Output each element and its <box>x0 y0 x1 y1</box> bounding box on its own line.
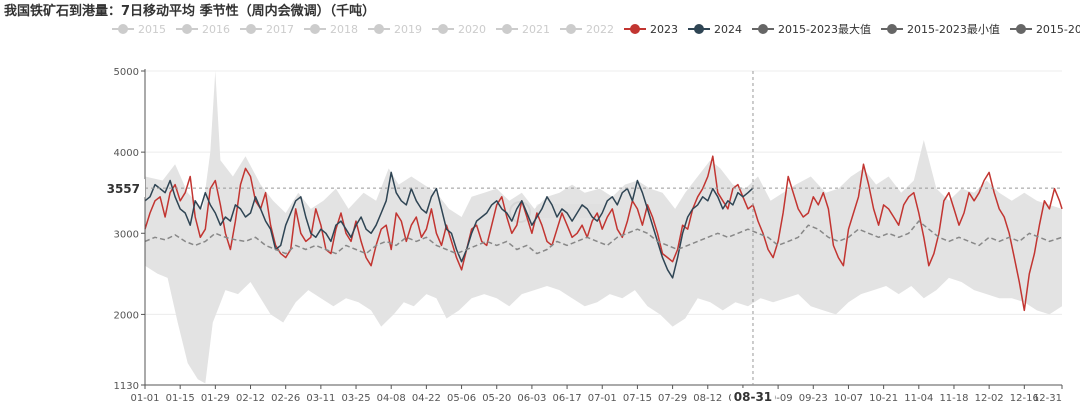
x-tick-label-09-23: 09-23 <box>799 393 828 403</box>
legend-label: 2024 <box>714 22 742 36</box>
legend-label: 2023 <box>650 22 678 36</box>
legend-label: 2021 <box>522 22 550 36</box>
legend-item-7[interactable]: 2022 <box>560 23 614 36</box>
y-tick-label-0: 1130 <box>114 381 139 392</box>
x-tick-label-02-12: 02-12 <box>236 393 265 403</box>
pointer-x-label: 08-31 <box>734 390 772 403</box>
legend-marker <box>624 24 646 34</box>
legend-marker <box>304 24 326 34</box>
x-tick-label-01-01: 01-01 <box>130 393 159 403</box>
legend-marker <box>432 24 454 34</box>
legend-marker <box>1009 24 1032 34</box>
y-tick-labels: 1130 2000 3000 4000 5000 <box>114 67 145 392</box>
legend-item-6[interactable]: 2021 <box>496 23 550 36</box>
y-tick-label-1: 2000 <box>114 310 139 321</box>
legend-item-8[interactable]: 2023 <box>624 23 678 36</box>
x-tick-label-12-02: 12-02 <box>975 393 1004 403</box>
legend-label: 2015-2023最大值 <box>778 23 871 36</box>
x-tick-label-01-15: 01-15 <box>166 393 195 403</box>
legend-label: 2015 <box>138 22 166 36</box>
legend-marker <box>752 24 774 34</box>
legend-marker <box>176 24 198 34</box>
legend-item-3[interactable]: 2018 <box>304 23 358 36</box>
legend-label: 2022 <box>586 22 614 36</box>
legend-label: 2017 <box>266 22 294 36</box>
legend-item-1[interactable]: 2016 <box>176 23 230 36</box>
x-tick-label-07-15: 07-15 <box>623 393 652 403</box>
legend-label: 2016 <box>202 22 230 36</box>
series-line-2024 <box>144 171 754 279</box>
legend-marker <box>560 24 582 34</box>
legend-label: 2015-2023均值 <box>1035 23 1080 36</box>
x-tick-label-12-31: 12-31 <box>1033 393 1062 403</box>
legend-item-12[interactable]: 2015-2023均值 <box>1009 21 1080 37</box>
legend-item-4[interactable]: 2019 <box>368 23 422 36</box>
y-tick-label-3: 4000 <box>114 148 139 159</box>
y-tick-label-2: 3000 <box>114 229 139 240</box>
x-tick-label-11-04: 11-04 <box>904 393 933 403</box>
pointer-y-box <box>107 179 145 198</box>
x-tick-label-10-21: 10-21 <box>869 393 898 403</box>
series-lines <box>144 155 1063 312</box>
legend-item-5[interactable]: 2020 <box>432 23 486 36</box>
x-tick-label-09-09: 09-09 <box>764 393 793 403</box>
x-tick-label-05-20: 05-20 <box>482 393 511 403</box>
x-tick-label-01-29: 01-29 <box>201 393 230 403</box>
legend-marker <box>496 24 518 34</box>
legend-marker <box>688 24 710 34</box>
legend-marker <box>880 24 903 34</box>
series-line-2015-2023均值 <box>144 220 1063 255</box>
legend-label: 2020 <box>458 22 486 36</box>
chart-title: 我国铁矿石到港量：7日移动平均 季节性（周内会微调）（千吨） <box>4 4 376 19</box>
x-tick-label-06-03: 06-03 <box>517 393 546 403</box>
legend-marker <box>240 24 262 34</box>
x-tick-label-06-17: 06-17 <box>553 393 582 403</box>
x-tick-label-07-01: 07-01 <box>588 393 617 403</box>
legend-marker <box>112 24 134 34</box>
pointer-y-label: 3557 <box>107 182 140 196</box>
legend-label: 2018 <box>330 22 358 36</box>
axes <box>144 69 1062 386</box>
x-tick-labels: 01-01 01-15 01-29 02-12 02-26 03-11 03-25 04-08… <box>130 385 1063 403</box>
axis-pointer: 3557 08-31 <box>107 71 1062 403</box>
legend-label: 2019 <box>394 22 422 36</box>
legend-item-10[interactable]: 2015-2023最大值 <box>752 21 871 37</box>
x-tick-label-04-22: 04-22 <box>412 393 441 403</box>
x-tick-label-07-29: 07-29 <box>658 393 687 403</box>
legend-item-0[interactable]: 2015 <box>112 23 166 36</box>
legend-label: 2015-2023最小值 <box>906 23 1000 36</box>
legend-marker <box>368 24 390 34</box>
x-tick-label-03-11: 03-11 <box>306 393 335 403</box>
y-tick-label-4: 5000 <box>114 67 139 78</box>
x-tick-label-05-06: 05-06 <box>447 393 476 403</box>
pointer-x-box <box>730 388 775 403</box>
x-tick-label-12-16: 12-16 <box>1010 393 1039 403</box>
legend-item-9[interactable]: 2024 <box>688 23 742 36</box>
series-line-2023 <box>144 155 1063 312</box>
x-tick-label-10-07: 10-07 <box>834 393 863 403</box>
x-tick-label-04-08: 04-08 <box>377 393 406 403</box>
chart-legend: 2015 2016 2017 2018 2019 2020 2021 2022 2023 2024… <box>112 20 1080 38</box>
legend-item-11[interactable]: 2015-2023最小值 <box>880 21 1000 37</box>
x-tick-label-11-18: 11-18 <box>939 393 968 403</box>
x-tick-label-08-12: 08-12 <box>693 393 722 403</box>
legend-item-2[interactable]: 2017 <box>240 23 294 36</box>
x-tick-label-02-26: 02-26 <box>271 393 300 403</box>
x-tick-label-03-25: 03-25 <box>342 393 371 403</box>
